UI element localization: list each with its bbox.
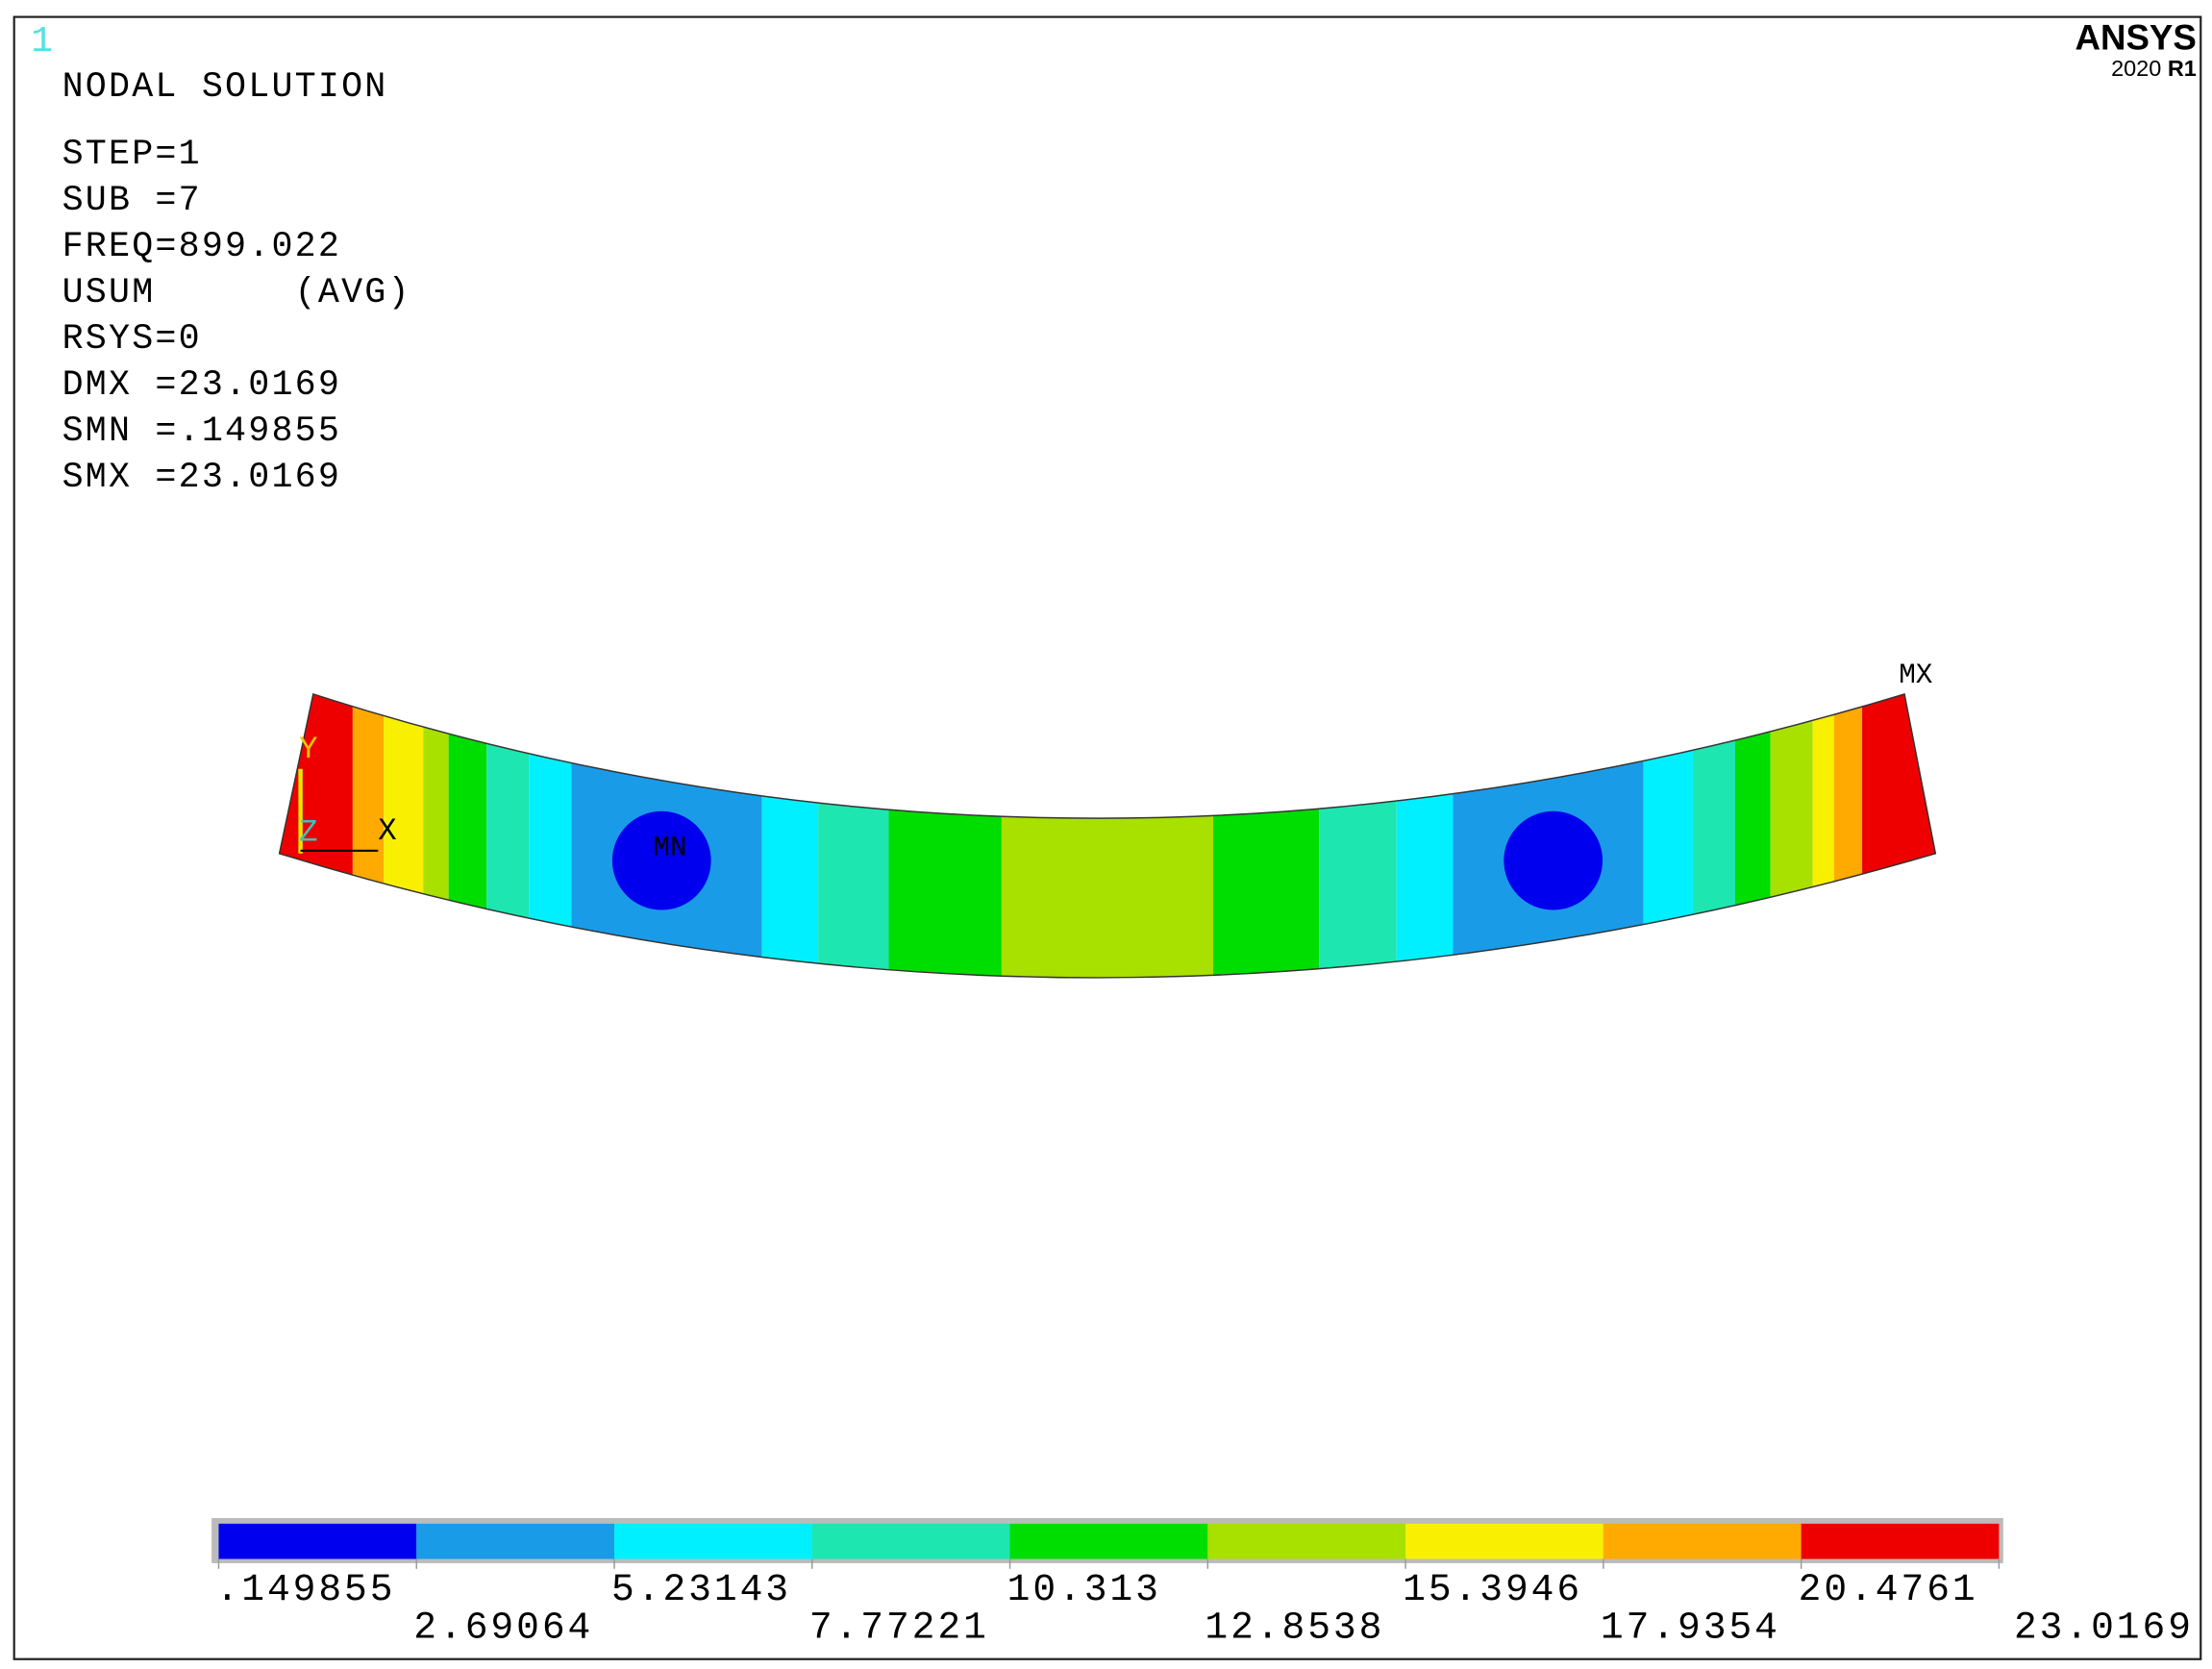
legend-label: 12.8538: [1205, 1607, 1384, 1650]
info-line: RSYS=0: [62, 319, 202, 360]
legend-swatch: [1405, 1523, 1603, 1559]
legend-swatch: [1009, 1523, 1208, 1559]
legend-label: 17.9354: [1601, 1607, 1780, 1650]
max-label: MX: [1899, 660, 1933, 691]
min-label: MN: [653, 832, 686, 863]
info-line: SUB =7: [62, 181, 202, 221]
info-line: USUM (AVG): [62, 273, 411, 313]
logo-year: 2020: [2111, 56, 2161, 81]
logo-release: R1: [2168, 56, 2197, 81]
min-spot: [611, 810, 711, 910]
triad-y-label: Y: [299, 732, 317, 767]
legend-swatch: [218, 1523, 417, 1559]
legend-swatch: [1603, 1523, 1802, 1559]
legend: .149855 2.69064 5.23143 7.77221 10.313 12.853…: [216, 1523, 2194, 1650]
info-line: SMN =.149855: [62, 411, 342, 452]
legend-label: 7.77221: [809, 1607, 989, 1650]
logo-version: 2020 R1: [2111, 56, 2197, 81]
legend-swatch: [1801, 1523, 2000, 1559]
info-line: STEP=1: [62, 135, 202, 175]
legend-swatch: [1207, 1523, 1406, 1559]
info-line: DMX =23.0169: [62, 365, 342, 406]
triad-z-label: Z: [299, 815, 317, 851]
info-line: SMX =23.0169: [62, 458, 342, 498]
legend-label: 20.4761: [1799, 1568, 1978, 1611]
triad-x-label: X: [378, 813, 396, 849]
legend-label: 5.23143: [611, 1568, 791, 1611]
legend-label: 2.69064: [413, 1607, 593, 1650]
legend-label: 15.3946: [1403, 1568, 1582, 1611]
legend-swatch: [811, 1523, 1010, 1559]
min-spot: [1504, 810, 1603, 910]
info-title: NODAL SOLUTION: [62, 67, 388, 108]
legend-swatch: [416, 1523, 615, 1559]
beam-outline: [278, 693, 1937, 979]
logo-brand: ANSYS: [2075, 17, 2196, 57]
legend-label: 23.0169: [2014, 1607, 2194, 1650]
legend-label: 10.313: [1007, 1568, 1161, 1611]
legend-swatch: [614, 1523, 812, 1559]
info-line: FREQ=899.022: [62, 227, 342, 267]
legend-label: .149855: [216, 1568, 396, 1611]
window-number: 1: [31, 21, 53, 62]
